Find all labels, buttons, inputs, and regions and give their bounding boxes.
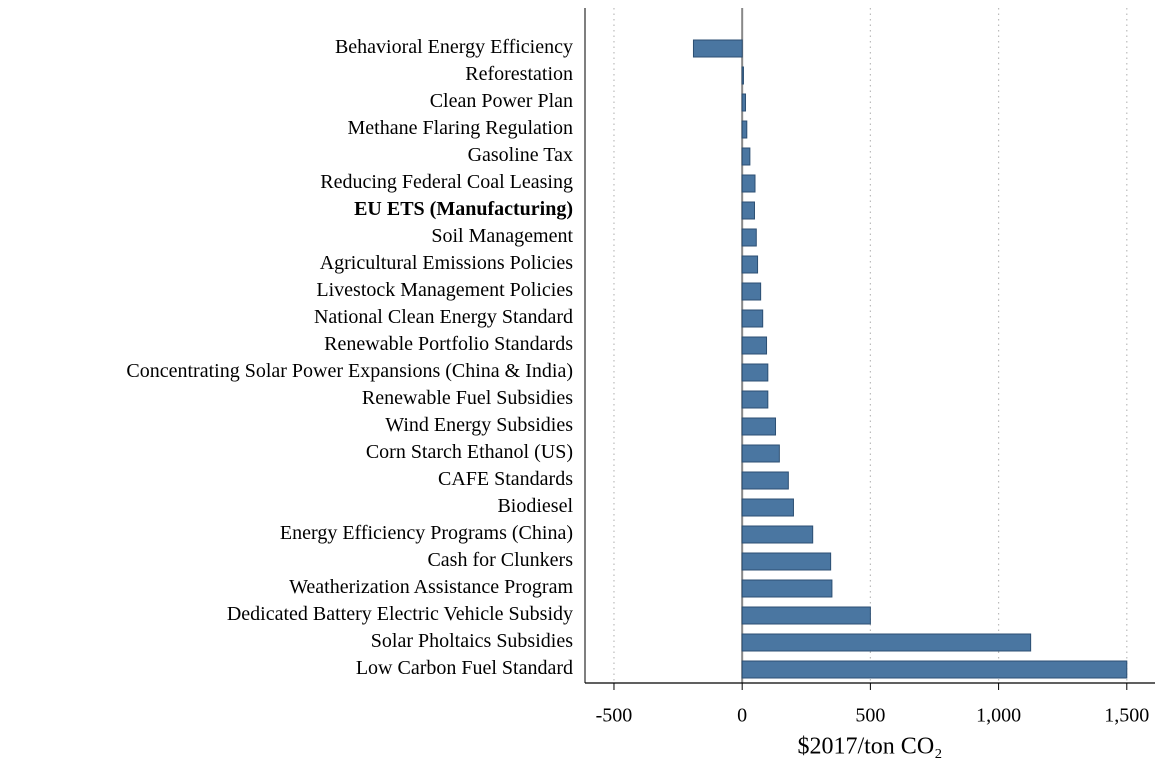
x-tick-label: 1,500	[1104, 705, 1149, 727]
y-tick-label: Biodiesel	[497, 495, 573, 517]
bar	[741, 147, 751, 166]
y-tick-label: Agricultural Emissions Policies	[320, 252, 574, 274]
y-tick-label: Methane Flaring Regulation	[347, 117, 573, 139]
bar	[741, 336, 768, 355]
bar	[741, 390, 769, 409]
y-tick-label: Dedicated Battery Electric Vehicle Subsi…	[227, 603, 573, 625]
y-tick-label: Renewable Fuel Subsidies	[362, 387, 573, 409]
bar	[741, 498, 794, 517]
y-tick-label: Livestock Management Policies	[316, 279, 573, 301]
y-tick-label: Low Carbon Fuel Standard	[356, 657, 573, 679]
y-tick-label: Concentrating Solar Power Expansions (Ch…	[126, 360, 573, 382]
y-tick-label: Soil Management	[431, 225, 573, 247]
x-tick-label: 0	[737, 705, 747, 727]
x-tick-label: 500	[855, 705, 885, 727]
bar	[741, 552, 832, 571]
y-tick-label: Renewable Portfolio Standards	[324, 333, 573, 355]
y-tick-label: Behavioral Energy Efficiency	[335, 36, 573, 58]
x-tick-label: -500	[596, 705, 633, 727]
bar	[741, 120, 748, 139]
y-tick-label: Gasoline Tax	[468, 144, 573, 166]
y-tick-label: Clean Power Plan	[430, 90, 573, 112]
bar	[741, 309, 764, 328]
y-tick-label: EU ETS (Manufacturing)	[354, 198, 573, 220]
bar	[741, 282, 762, 301]
y-tick-label: Energy Efficiency Programs (China)	[280, 522, 573, 544]
bar	[741, 174, 756, 193]
x-axis-label: $2017/ton CO₂	[797, 734, 942, 760]
bar	[741, 228, 757, 247]
bar	[741, 255, 759, 274]
bar	[741, 525, 814, 544]
bar	[741, 633, 1032, 652]
bar	[741, 417, 777, 436]
y-tick-label: National Clean Energy Standard	[314, 306, 573, 328]
bar	[692, 39, 743, 58]
y-tick-label: Wind Energy Subsidies	[385, 414, 573, 436]
y-tick-label: Cash for Clunkers	[427, 549, 573, 571]
bar	[741, 660, 1128, 679]
y-tick-label: Solar Pholtaics Subsidies	[371, 630, 573, 652]
bar	[741, 606, 871, 625]
y-tick-label: CAFE Standards	[438, 468, 573, 490]
bar	[741, 66, 744, 85]
bar	[741, 93, 747, 112]
y-tick-label: Reducing Federal Coal Leasing	[320, 171, 573, 193]
bar	[741, 471, 789, 490]
y-tick-label: Weatherization Assistance Program	[289, 576, 573, 598]
bar	[741, 579, 833, 598]
y-tick-label: Reforestation	[465, 63, 573, 85]
bar	[741, 363, 769, 382]
y-tick-label: Corn Starch Ethanol (US)	[366, 441, 573, 463]
x-tick-label: 1,000	[976, 705, 1021, 727]
bar	[741, 444, 780, 463]
bar	[741, 201, 755, 220]
